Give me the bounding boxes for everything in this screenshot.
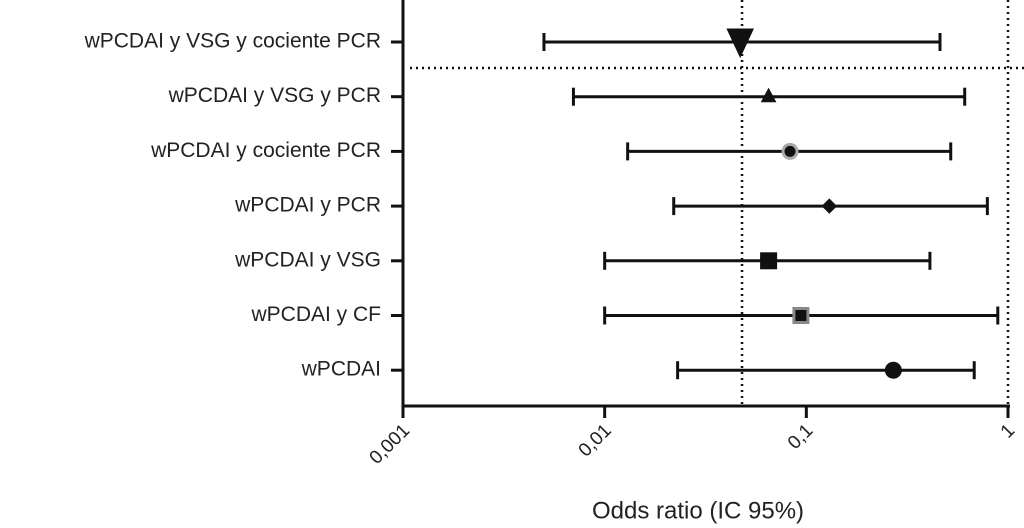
y-tick-label: wPCDAI [301, 358, 381, 381]
point [760, 87, 777, 103]
point [884, 361, 902, 379]
y-tick-label: wPCDAI y VSG [234, 248, 381, 271]
y-tick-label: wPCDAI y VSG y cociente PCR [84, 30, 381, 53]
y-tick-label: wPCDAI y PCR [234, 194, 381, 217]
point [760, 252, 778, 270]
x-tick-label: 0,01 [575, 420, 616, 461]
point [792, 307, 810, 324]
x-tick-label: 0,001 [366, 420, 414, 468]
x-tick-label: 0,1 [784, 420, 818, 454]
y-tick-label: wPCDAI y cociente PCR [150, 139, 381, 162]
y-tick-label: wPCDAI y CF [250, 303, 381, 326]
x-tick-label: 1 [997, 420, 1019, 442]
point [821, 198, 838, 214]
x-axis-title: Odds ratio (IC 95%) [592, 497, 804, 524]
y-tick-label: wPCDAI y VSG y PCR [168, 84, 381, 107]
point [726, 28, 754, 59]
point [781, 142, 799, 160]
